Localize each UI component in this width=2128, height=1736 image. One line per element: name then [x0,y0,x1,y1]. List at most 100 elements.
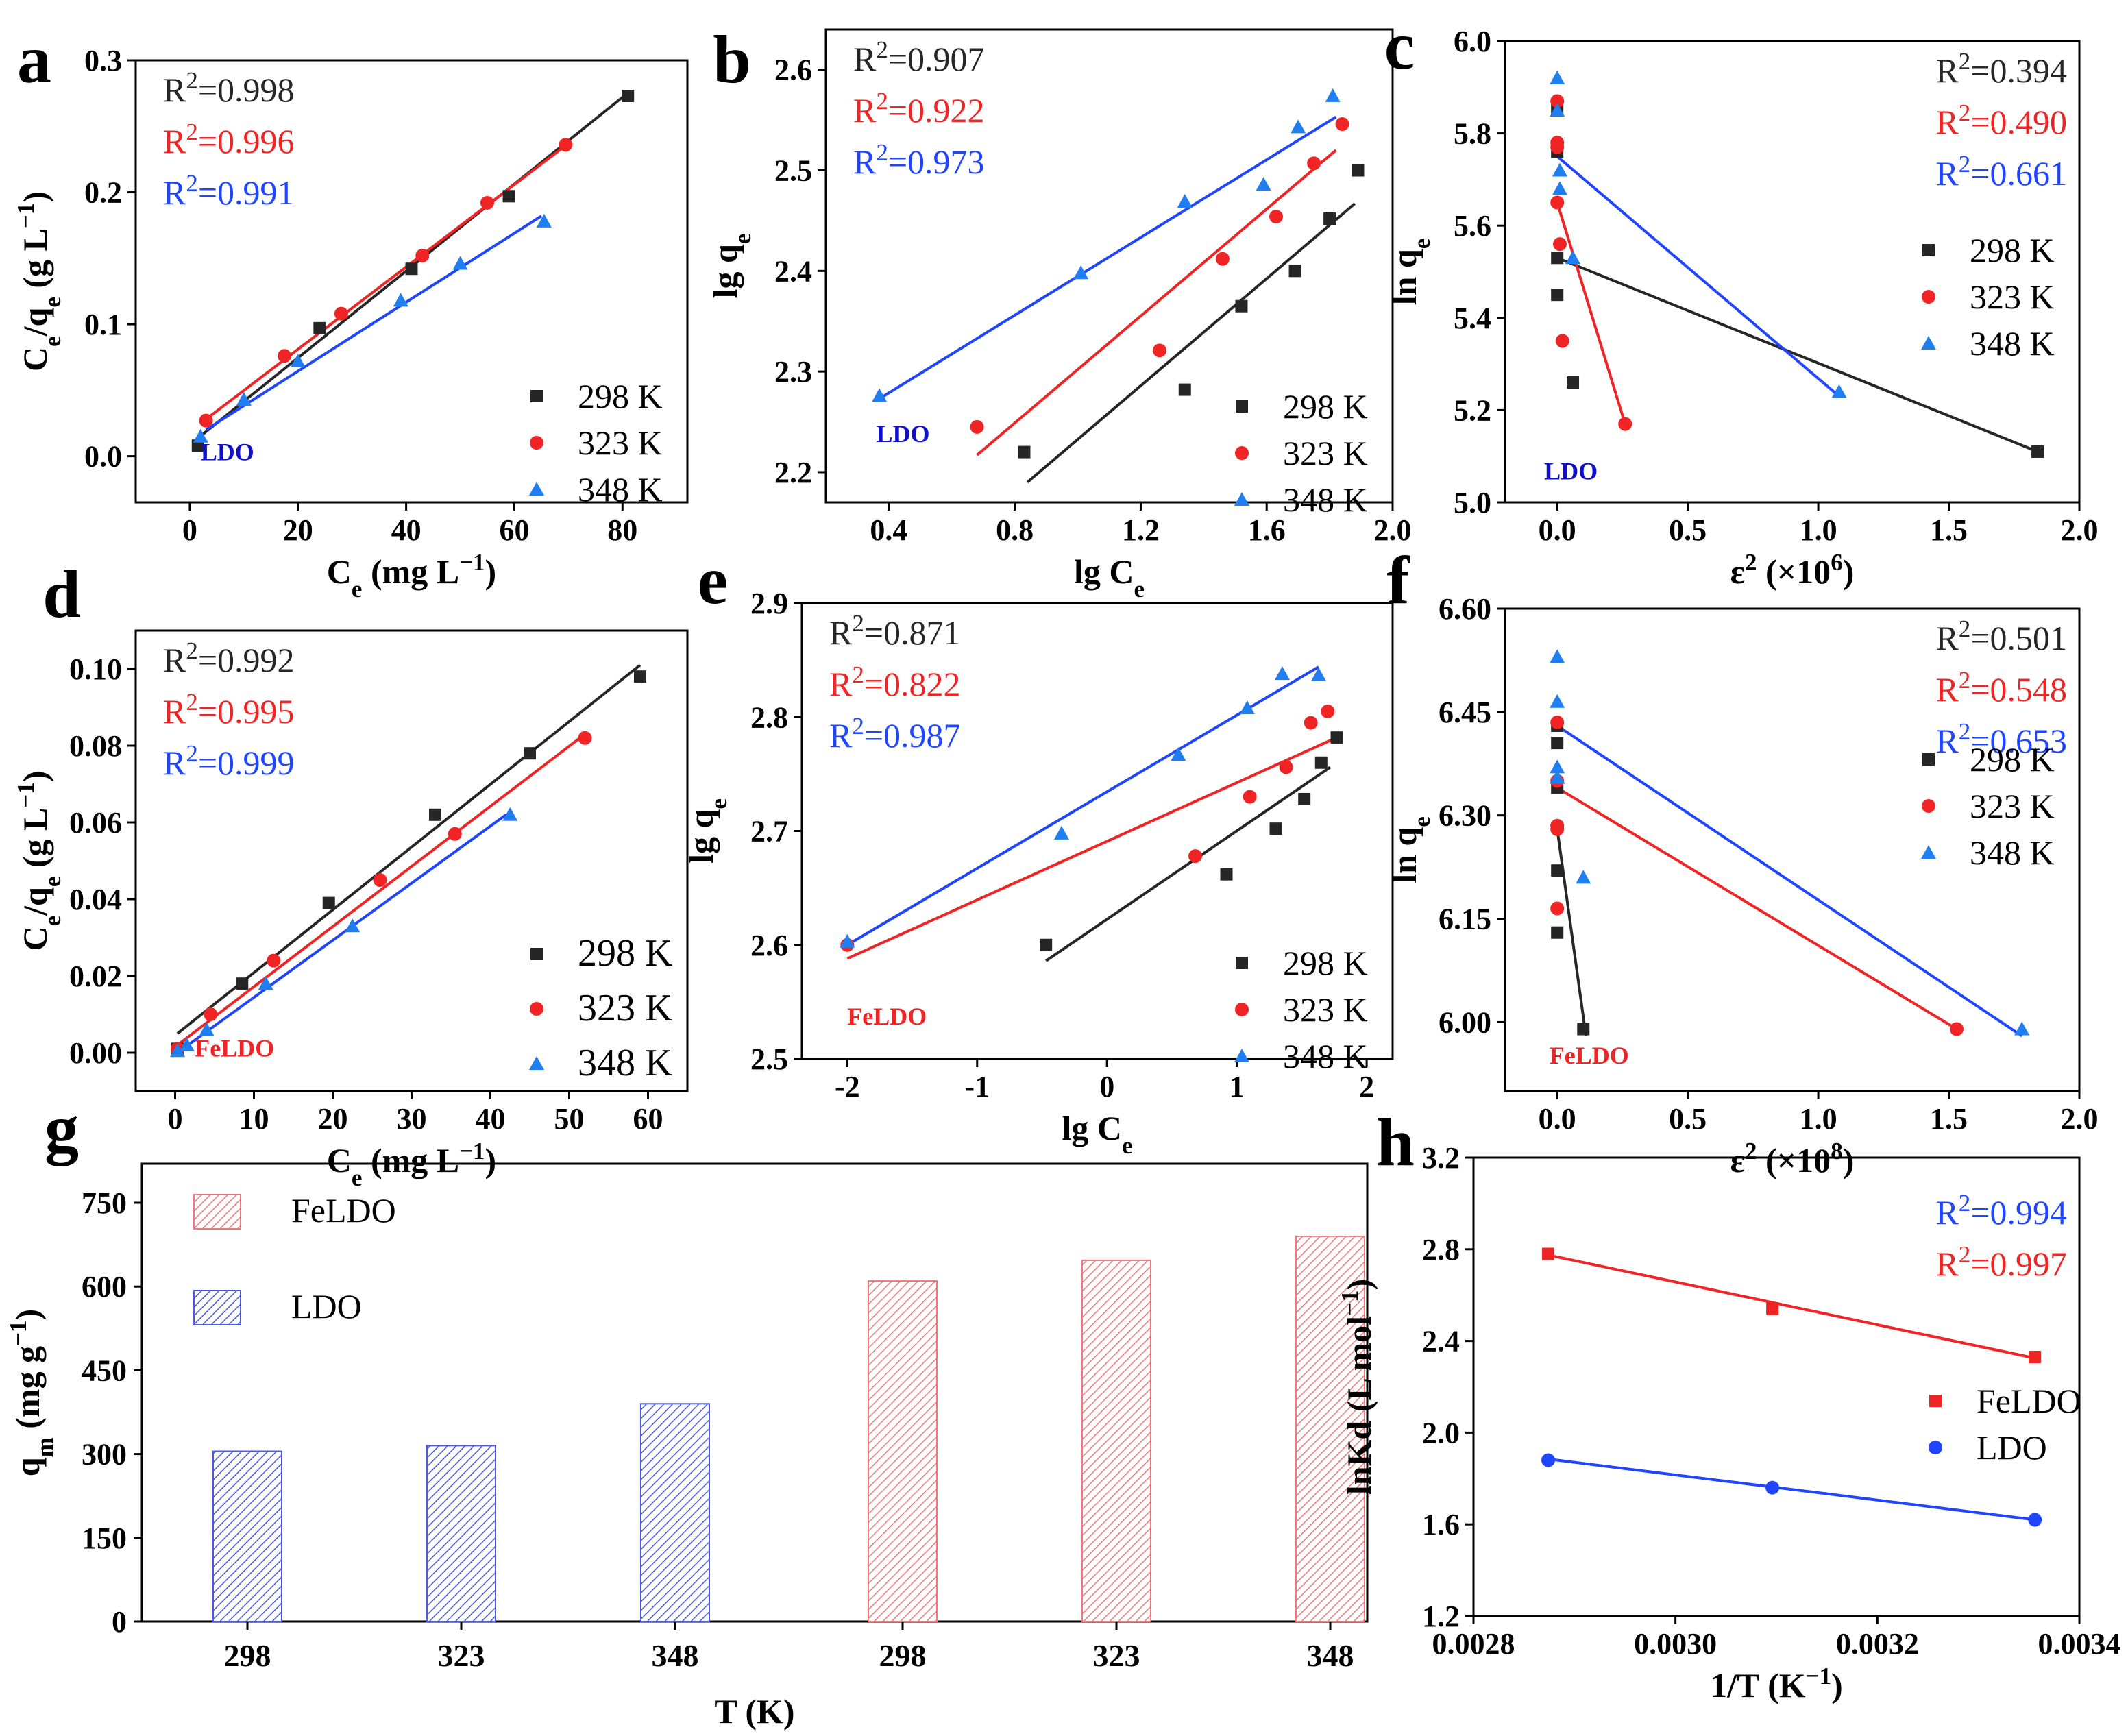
data-point [236,391,252,406]
plot-frame-f [1504,607,2081,1092]
data-point [1288,265,1301,278]
data-point [1215,252,1230,266]
x-tick-label: 40 [476,1102,506,1136]
data-point [840,933,855,948]
data-point [1178,383,1191,396]
x-tick-label: 10 [239,1102,269,1136]
data-point [1550,94,1565,108]
y-tick-label: 3.2 [1422,1141,1460,1175]
data-point [1235,299,1248,313]
data-point [502,190,515,203]
data-point [1177,194,1193,208]
data-point [429,808,441,821]
legend-marker [530,948,543,960]
data-point [872,388,888,402]
data-point [193,428,208,443]
r-squared-label: R2=0.996 [163,119,295,161]
data-point [1153,343,1167,358]
legend-marker [530,390,543,402]
data-point [1550,195,1565,210]
legend-h: FeLDO LDO [1929,1382,2081,1467]
fit-line-348K [205,215,542,431]
data-point [1550,715,1565,729]
y-tick-label: 5.0 [1454,486,1491,519]
y-tick-label: 2.2 [774,456,812,489]
data-point [1550,759,1565,774]
x-axis-title: Ce (mg L−1) [327,1138,496,1191]
material-label: LDO [1544,457,1598,485]
legend-marker [1929,1441,1942,1454]
y-tick-label: 1.6 [1422,1508,1460,1541]
y-tick-label: 0.2 [84,176,122,210]
data-point [169,1043,185,1058]
data-point [1053,825,1069,840]
legend-label: 348 K [1283,1037,1368,1075]
data-point [1550,140,1565,154]
fit-line-323K [846,738,1332,960]
y-tick-label: 0.02 [69,959,122,993]
x-tick-label: 0.0 [1539,1102,1576,1136]
data-point [1274,666,1290,681]
material-label: LDO [201,438,254,465]
legend-marker [1235,1003,1249,1016]
data-point [373,873,387,887]
legend-label: 323 K [1970,278,2055,316]
y-tick-label: 1.2 [1422,1600,1460,1633]
r-squared-label: R2=0.997 [1935,1241,2067,1284]
data-point [1552,237,1567,252]
x-tick-label: 0.4 [870,513,907,547]
panel-c: 0.0 0.5 1.0 1.5 2.0 5.0 5.2 5.4 5.6 5.8 6.0 ε2 (×10… [1385,25,2099,591]
data-point [1335,117,1349,131]
fit-line-323K [1556,201,1627,425]
data-point [1550,770,1565,784]
fit-line-LDO [1548,1457,2035,1521]
legend-marker [1922,290,1935,304]
legend-label: 348 K [1970,324,2055,363]
x-tick-label: 348 [652,1638,699,1673]
data-point [179,1037,195,1051]
legend-swatch [193,1194,241,1230]
x-tick-label: 1.2 [1122,513,1160,547]
x-tick-label: 323 [438,1638,485,1673]
data-point [970,419,984,434]
r-squared-label: R2=0.991 [163,170,295,212]
y-tick-label: 750 [82,1186,127,1220]
data-point [536,213,552,228]
y-axis-title: lg qe [706,234,756,299]
fit-line-348K [1556,155,1840,398]
x-tick-label: 20 [318,1102,348,1136]
panel-d: 0 10 20 30 40 50 60 0.00 0.02 0.04 0.06 0.08 0.10 Ce … [12,629,689,1191]
y-tick-label: 2.5 [774,154,812,188]
r-squared-label: R2=0.501 [1935,615,2067,658]
panel-b: 0.4 0.8 1.2 1.6 2.0 2.2 2.3 2.4 2.5 2.6 lg Ce lg qe… [706,28,1412,602]
y-tick-label: 600 [82,1270,127,1304]
fit-line-298K [176,663,641,1035]
legend-label: 323 K [578,424,663,462]
y-tick-label: 6.00 [1439,1005,1491,1039]
y-tick-label: 0.00 [69,1036,122,1070]
data-point [1552,181,1567,195]
panel-letter-b: b [713,21,751,97]
legend-marker [530,436,543,450]
data-point [405,262,418,276]
data-point [1550,822,1565,836]
data-point [258,976,273,990]
y-tick-label: 6.15 [1439,903,1491,936]
y-tick-label: 300 [82,1438,127,1471]
material-label: FeLDO [1550,1042,1629,1069]
data-point [1307,156,1321,171]
data-point [1550,649,1565,663]
x-tick-label: -1 [964,1070,990,1103]
legend-label: 348 K [1283,480,1368,519]
x-tick-label: 2.0 [2061,1102,2099,1136]
y-axis-title: Ce/qe (g L−1) [12,770,66,951]
data-point [1256,177,1271,191]
y-tick-label: 0.3 [84,44,122,77]
y-axis-title: ln qe [1385,239,1435,306]
data-point [1550,70,1565,84]
y-tick-label: 0.06 [69,806,122,840]
legend-label: 348 K [1970,833,2055,872]
x-axis-title: lg Ce [1074,552,1145,602]
data-point [1542,1247,1555,1260]
data-point [2028,1513,2042,1527]
